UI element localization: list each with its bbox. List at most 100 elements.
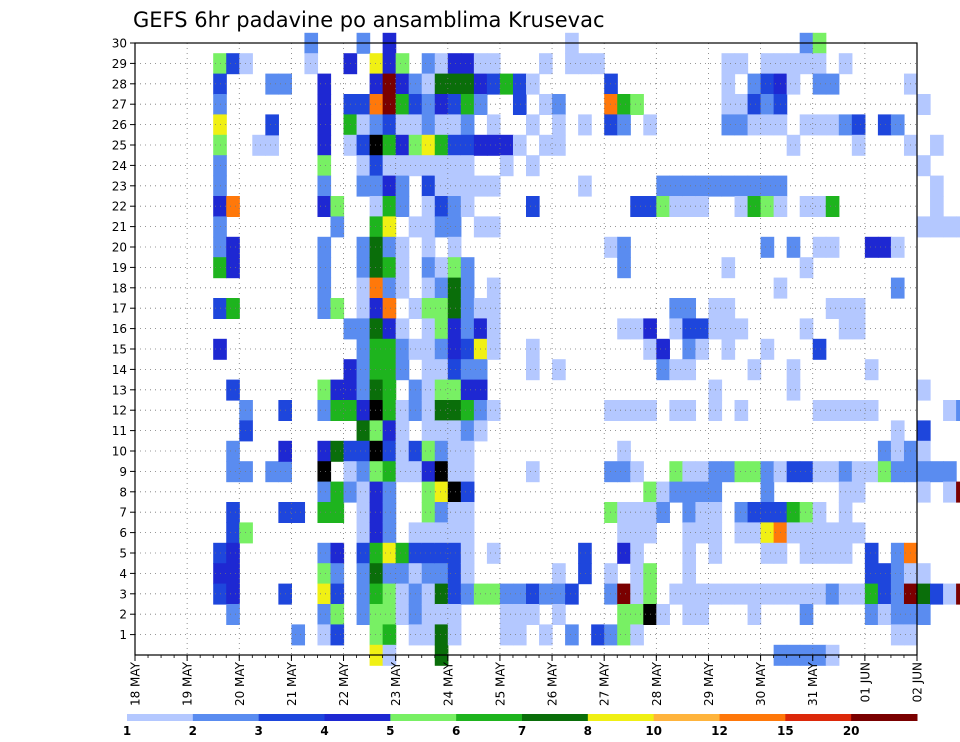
heatmap-cell bbox=[356, 440, 371, 462]
heatmap-cell bbox=[864, 461, 879, 483]
heatmap-cell bbox=[447, 420, 462, 442]
heatmap-cell bbox=[447, 542, 462, 564]
chart-title: GEFS 6hr padavine po ansamblima Krusevac bbox=[133, 8, 605, 32]
heatmap-cell bbox=[460, 196, 475, 217]
heatmap-cell bbox=[382, 481, 397, 503]
y-tick-label: 3 bbox=[119, 587, 127, 601]
heatmap-cell bbox=[695, 338, 710, 360]
heatmap-cell bbox=[460, 400, 475, 421]
heatmap-cell bbox=[421, 563, 436, 585]
heatmap-cell bbox=[512, 583, 527, 605]
heatmap-cell bbox=[486, 400, 501, 421]
heatmap-cell bbox=[460, 542, 475, 564]
heatmap-cell bbox=[460, 338, 475, 360]
y-tick-label: 29 bbox=[112, 57, 127, 71]
heatmap-cell bbox=[786, 53, 801, 75]
heatmap-cell bbox=[239, 400, 253, 421]
heatmap-cell bbox=[486, 53, 501, 75]
heatmap-cell bbox=[734, 53, 749, 75]
heatmap-cell bbox=[369, 624, 384, 646]
heatmap-cell bbox=[760, 236, 775, 258]
heatmap-cell bbox=[486, 298, 501, 319]
heatmap-cell bbox=[460, 298, 475, 319]
heatmap-cell bbox=[382, 379, 397, 401]
heatmap-cell bbox=[617, 502, 631, 523]
heatmap-cell bbox=[421, 338, 436, 360]
heatmap-cell bbox=[330, 502, 345, 523]
heatmap-cell bbox=[656, 175, 670, 197]
heatmap-cell bbox=[799, 53, 814, 75]
heatmap-cell bbox=[226, 53, 240, 75]
heatmap-cell bbox=[617, 114, 631, 136]
heatmap-cell bbox=[421, 522, 436, 544]
heatmap-cell bbox=[890, 114, 905, 136]
y-tick-label: 20 bbox=[112, 241, 127, 255]
heatmap-cell bbox=[695, 318, 710, 340]
heatmap-cell bbox=[382, 114, 397, 136]
heatmap-cell bbox=[512, 604, 527, 625]
heatmap-cell bbox=[460, 73, 475, 95]
heatmap-cell bbox=[617, 542, 631, 564]
heatmap-cell bbox=[369, 196, 384, 217]
heatmap-cell bbox=[369, 604, 384, 625]
legend-swatch bbox=[653, 714, 720, 721]
legend-label: 1 bbox=[123, 724, 131, 738]
heatmap-cell bbox=[317, 461, 332, 483]
heatmap-cell bbox=[682, 400, 697, 421]
heatmap-cell bbox=[552, 583, 566, 605]
y-tick-label: 1 bbox=[119, 628, 127, 642]
heatmap-cell bbox=[486, 583, 501, 605]
heatmap-cell bbox=[669, 175, 683, 197]
heatmap-cell bbox=[356, 338, 371, 360]
heatmap-cell bbox=[890, 583, 905, 605]
heatmap-cell bbox=[265, 114, 279, 136]
heatmap-cell bbox=[799, 196, 814, 217]
legend-label: 5 bbox=[386, 724, 394, 738]
heatmap-cell bbox=[382, 216, 397, 238]
heatmap-cell bbox=[382, 522, 397, 544]
heatmap-cell bbox=[943, 400, 957, 421]
heatmap-cell bbox=[825, 298, 840, 319]
heatmap-cell bbox=[812, 73, 827, 95]
heatmap-cell bbox=[369, 53, 384, 75]
heatmap-cell bbox=[877, 440, 892, 462]
heatmap-cell bbox=[369, 583, 384, 605]
heatmap-cell bbox=[930, 175, 944, 197]
heatmap-cell bbox=[317, 604, 332, 625]
heatmap-cell bbox=[447, 196, 462, 217]
heatmap-cell bbox=[434, 155, 449, 177]
heatmap-cell bbox=[317, 563, 332, 585]
heatmap-cell bbox=[786, 359, 801, 381]
heatmap-cell bbox=[930, 583, 944, 605]
heatmap-cell bbox=[578, 563, 592, 585]
heatmap-cell bbox=[656, 359, 670, 381]
heatmap-cell bbox=[695, 604, 710, 625]
heatmap-cell bbox=[226, 542, 240, 564]
heatmap-cell bbox=[552, 114, 566, 136]
heatmap-cell bbox=[226, 563, 240, 585]
heatmap-cell bbox=[630, 318, 644, 340]
heatmap-cell bbox=[669, 583, 683, 605]
heatmap-cell bbox=[382, 196, 397, 217]
heatmap-cell bbox=[825, 522, 840, 544]
heatmap-cell bbox=[604, 624, 618, 646]
y-tick-label: 19 bbox=[112, 261, 127, 275]
legend-label: 20 bbox=[843, 724, 860, 738]
heatmap-cell bbox=[382, 298, 397, 319]
heatmap-cell bbox=[382, 338, 397, 360]
heatmap-cell bbox=[695, 522, 710, 544]
heatmap-cell bbox=[395, 53, 410, 75]
heatmap-cell bbox=[447, 583, 462, 605]
heatmap-cell bbox=[382, 583, 397, 605]
heatmap-cell bbox=[486, 114, 501, 136]
heatmap-cell bbox=[460, 318, 475, 340]
heatmap-cell bbox=[747, 94, 762, 115]
heatmap-cell bbox=[917, 379, 931, 401]
heatmap-cell bbox=[682, 196, 697, 217]
heatmap-cell bbox=[369, 440, 384, 462]
heatmap-cell bbox=[382, 257, 397, 279]
heatmap-cell bbox=[447, 502, 462, 523]
heatmap-cell bbox=[917, 481, 931, 503]
y-tick-label: 27 bbox=[112, 98, 127, 112]
